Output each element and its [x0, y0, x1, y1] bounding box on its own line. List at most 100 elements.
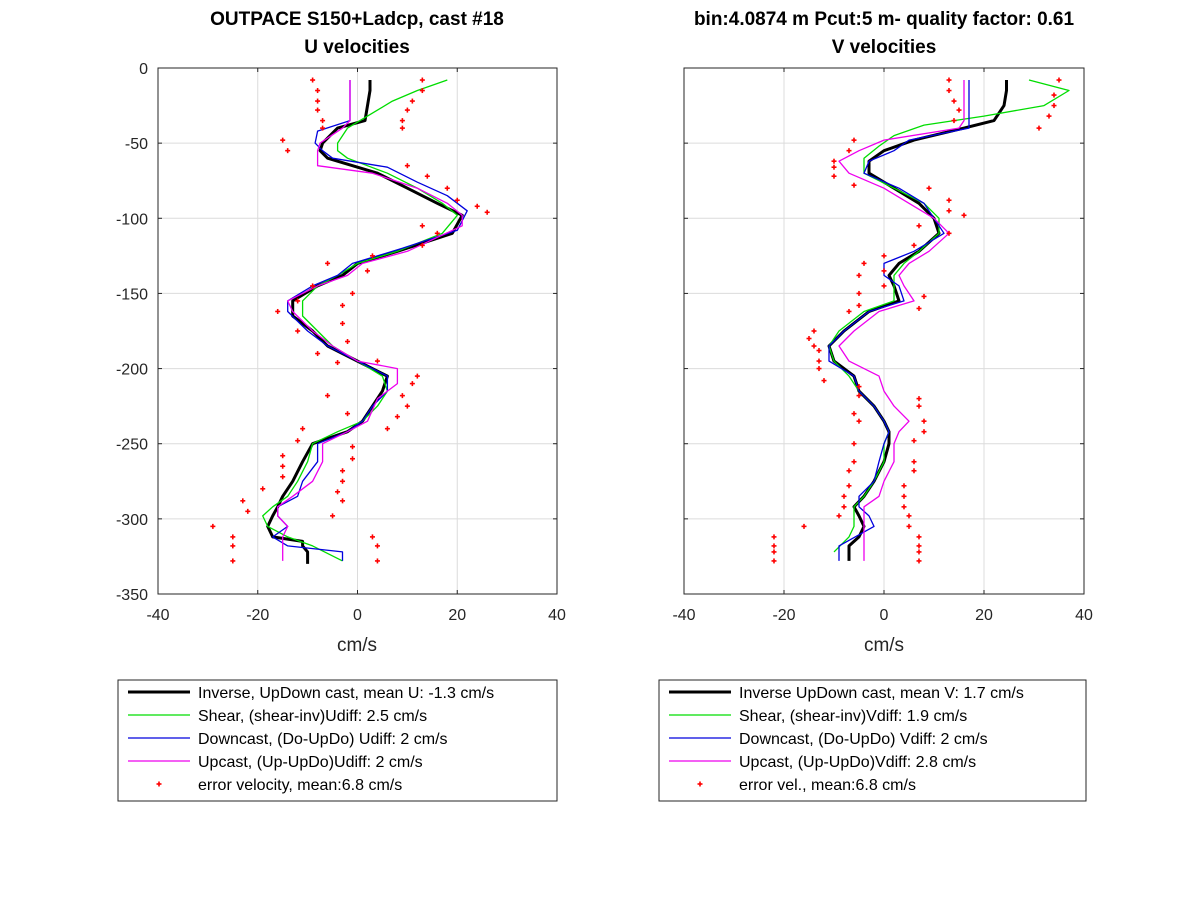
error-point: [846, 483, 852, 489]
error-point: [851, 411, 857, 417]
error-point: [946, 88, 952, 94]
error-point: [771, 534, 777, 540]
series-group: [262, 79, 468, 564]
legend-item-0: Inverse UpDown cast, mean V: 1.7 cm/s: [669, 685, 1024, 702]
error-point: [230, 558, 236, 564]
chart-subtitle: U velocities: [304, 37, 410, 58]
legend-label: Upcast, (Up-UpDo)Vdiff: 2.8 cm/s: [739, 754, 976, 771]
error-point: [315, 98, 321, 104]
legend-item-1: Shear, (shear-inv)Udiff: 2.5 cm/s: [128, 708, 427, 725]
error-point: [856, 384, 862, 390]
error-point: [404, 107, 410, 113]
y-tick-label: -200: [116, 362, 148, 379]
y-tick-label: 0: [139, 61, 148, 78]
error-point: [911, 242, 917, 248]
legend-swatch: [156, 781, 162, 787]
error-point: [280, 463, 286, 469]
x-tick-label: -20: [246, 607, 269, 624]
error-point: [424, 173, 430, 179]
error-point: [399, 118, 405, 124]
error-point: [951, 118, 957, 124]
error-point: [921, 429, 927, 435]
error-point: [851, 441, 857, 447]
error-point: [419, 88, 425, 94]
error-point: [369, 534, 375, 540]
legend: Inverse UpDown cast, mean V: 1.7 cm/s She…: [658, 679, 1087, 802]
error-point: [916, 534, 922, 540]
error-point: [295, 298, 301, 304]
legend-item-4: error velocity, mean:6.8 cm/s: [156, 777, 402, 794]
u-velocity-panel: OUTPACE S150+Ladcp, cast #18 U velocitie…: [116, 9, 566, 802]
error-point: [325, 393, 331, 399]
y-tick-label: -250: [116, 437, 148, 454]
error-point: [444, 185, 450, 191]
error-point: [916, 305, 922, 311]
error-point: [325, 260, 331, 266]
error-point: [816, 348, 822, 354]
error-point: [806, 336, 812, 342]
error-point: [906, 523, 912, 529]
error-point: [961, 212, 967, 218]
x-tick-label: 0: [880, 607, 889, 624]
axis-ticks: -40 -20 0 20 400-50-100-150-200-250-300-350: [116, 61, 566, 624]
error-point: [335, 489, 341, 495]
error-point: [916, 403, 922, 409]
error-point: [384, 426, 390, 432]
chart-title: bin:4.0874 m Pcut:5 m- quality factor: 0…: [694, 9, 1075, 30]
error-point: [846, 308, 852, 314]
error-point: [399, 125, 405, 131]
error-point: [350, 444, 356, 450]
error-point: [260, 486, 266, 492]
error-point: [856, 418, 862, 424]
error-point: [901, 493, 907, 499]
axis-ticks: -40 -20 0 20 40: [672, 67, 1093, 624]
error-point: [921, 293, 927, 299]
error-points: [771, 77, 1062, 564]
legend-item-2: Downcast, (Do-UpDo) Udiff: 2 cm/s: [128, 731, 448, 748]
error-point: [345, 339, 351, 345]
error-point: [856, 290, 862, 296]
error-point: [851, 182, 857, 188]
error-point: [771, 543, 777, 549]
error-point: [921, 418, 927, 424]
error-point: [881, 283, 887, 289]
legend-label: Shear, (shear-inv)Vdiff: 1.9 cm/s: [739, 708, 967, 725]
y-tick-label: -300: [116, 512, 148, 529]
error-point: [345, 411, 351, 417]
error-point: [419, 77, 425, 83]
error-point: [419, 242, 425, 248]
error-point: [320, 118, 326, 124]
chart-title: OUTPACE S150+Ladcp, cast #18: [210, 9, 504, 30]
error-point: [414, 373, 420, 379]
y-tick-label: -350: [116, 587, 148, 604]
legend-label: Upcast, (Up-UpDo)Udiff: 2 cm/s: [198, 754, 423, 771]
error-point: [916, 549, 922, 555]
error-point: [946, 197, 952, 203]
error-point: [484, 209, 490, 215]
error-point: [901, 504, 907, 510]
error-point: [856, 302, 862, 308]
error-point: [409, 98, 415, 104]
x-tick-label: -40: [146, 607, 169, 624]
error-point: [846, 468, 852, 474]
error-point: [836, 513, 842, 519]
v-velocity-panel: bin:4.0874 m Pcut:5 m- quality factor: 0…: [658, 9, 1093, 802]
error-point: [419, 223, 425, 229]
error-point: [771, 549, 777, 555]
error-point: [1046, 113, 1052, 119]
error-point: [340, 468, 346, 474]
error-point: [1051, 103, 1057, 109]
error-point: [851, 459, 857, 465]
error-point: [340, 478, 346, 484]
error-point: [315, 351, 321, 357]
error-point: [906, 513, 912, 519]
error-point: [275, 308, 281, 314]
legend-box: [658, 679, 1087, 802]
error-point: [916, 223, 922, 229]
error-point: [350, 456, 356, 462]
error-point: [911, 438, 917, 444]
x-tick-label: 20: [448, 607, 466, 624]
chart-subtitle: V velocities: [832, 37, 937, 58]
x-tick-label: 20: [975, 607, 993, 624]
